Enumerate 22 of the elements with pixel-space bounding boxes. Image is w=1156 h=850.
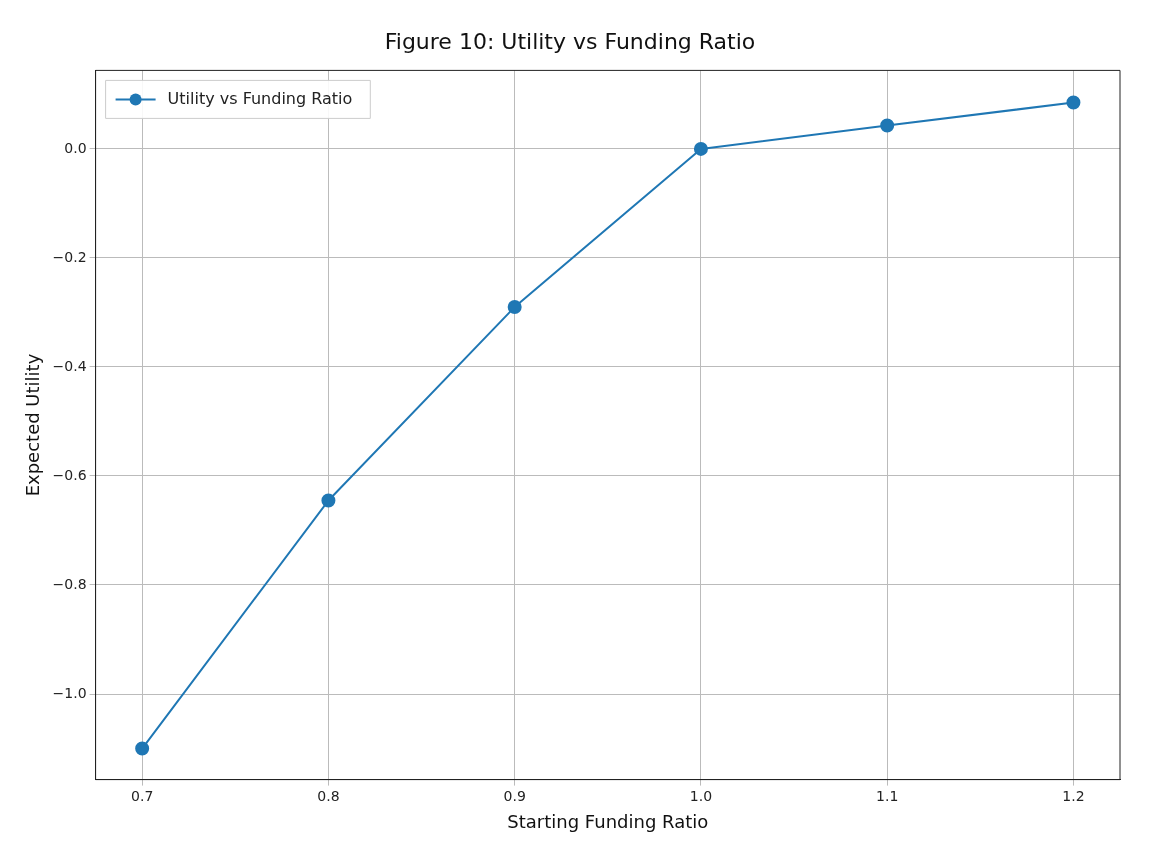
y-axis-title: Expected Utility bbox=[22, 353, 44, 497]
y-tick-label: −1.0 bbox=[52, 684, 87, 701]
y-tick-label: −0.8 bbox=[52, 575, 87, 592]
point bbox=[693, 141, 708, 156]
point bbox=[1066, 95, 1081, 110]
y-tick-label: −0.4 bbox=[52, 357, 87, 374]
y-tick-label: −0.6 bbox=[52, 466, 87, 483]
x-axis-title: Starting Funding Ratio bbox=[507, 810, 709, 832]
point bbox=[507, 299, 522, 314]
x-tick-label: 0.7 bbox=[131, 787, 154, 804]
chart-title: Figure 10: Utility vs Funding Ratio bbox=[384, 28, 756, 54]
y-tick-label: 0.0 bbox=[64, 139, 87, 156]
point bbox=[880, 118, 895, 133]
x-tick-label: 1.1 bbox=[876, 787, 899, 804]
x-tick-label: 0.9 bbox=[503, 787, 526, 804]
point bbox=[135, 741, 150, 756]
legend-label: Utility vs Funding Ratio bbox=[167, 88, 353, 108]
point bbox=[321, 493, 336, 508]
x-tick-label: 1.0 bbox=[689, 787, 713, 804]
x-tick-label: 1.2 bbox=[1062, 787, 1085, 804]
x-tick-label: 0.8 bbox=[317, 787, 340, 804]
y-tick-label: −0.2 bbox=[52, 248, 87, 265]
